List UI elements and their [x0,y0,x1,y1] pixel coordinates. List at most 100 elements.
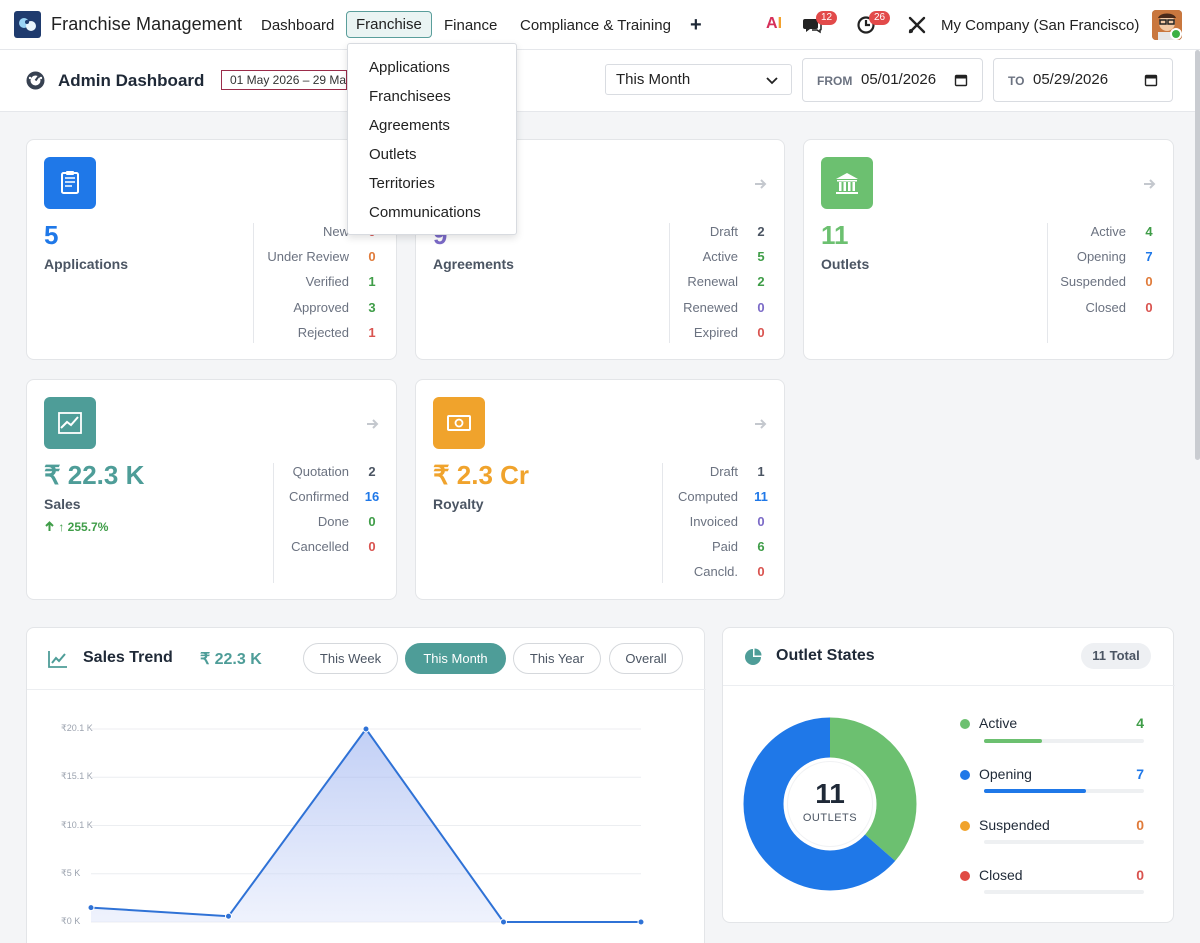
stat-value: 0 [368,539,376,554]
y-tick-label: ₹20.1 K [61,723,93,733]
chart-data-point [87,904,95,912]
tab-this-week[interactable]: This Week [303,643,398,674]
stat-value: 0 [757,325,765,340]
applications-card[interactable]: 5 Applications New 0 Under Review 0 Veri… [26,139,397,360]
applications-count: 5 [44,220,59,250]
stat-value: 7 [1145,249,1153,264]
arrow-right-icon[interactable] [754,177,768,191]
stat-value: 4 [1145,224,1153,239]
stat-value: 3 [368,300,376,315]
sales-card[interactable]: ₹ 22.3 K Sales ↑ 255.7% Quotation 2 Conf… [26,379,397,600]
outlets-card[interactable]: 11 Outlets Active 4 Opening 7 Suspended … [803,139,1174,360]
page-title: Admin Dashboard [58,71,205,90]
royalty-card[interactable]: ₹ 2.3 Cr Royalty Draft 1 Computed 11 Inv… [415,379,785,600]
calendar-icon[interactable] [954,73,968,87]
period-select[interactable]: This Month [605,64,792,95]
nav-franchise[interactable]: Franchise [346,11,432,38]
nav-compliance-training[interactable]: Compliance & Training [520,17,671,34]
outlet-states-title: Outlet States [776,647,875,664]
legend-dot-active [960,719,970,729]
menu-item-communications[interactable]: Communications [369,204,481,221]
tools-icon[interactable] [907,15,927,35]
legend-value: 0 [1136,867,1144,883]
stat-value: 0 [1145,300,1153,315]
sales-trend-title: Sales Trend [83,649,173,666]
stat-label: Computed [678,489,738,504]
divider [1047,223,1048,343]
legend-bar-fill [984,739,1043,743]
menu-item-outlets[interactable]: Outlets [369,146,417,163]
legend-bar-fill [984,789,1086,793]
stat-value: 0 [757,514,765,529]
arrow-up-icon [44,521,55,532]
activity-clock-icon[interactable] [856,15,876,35]
chart-area-fill [91,729,641,922]
stat-label: Cancelled [291,539,349,554]
nav-dashboard[interactable]: Dashboard [261,17,335,34]
stat-label: Rejected [297,325,349,340]
tab-overall[interactable]: Overall [609,643,683,674]
add-menu-button[interactable]: + [690,14,702,36]
menu-item-applications[interactable]: Applications [369,59,450,76]
stat-label: Draft [709,224,738,239]
sales-trend-panel: Sales Trend ₹ 22.3 K This Week This Mont… [26,627,706,943]
tab-this-year[interactable]: This Year [513,643,601,674]
dashboard-gauge-icon [25,70,46,91]
outlet-total-chip: 11 Total [1081,643,1151,669]
to-date-field[interactable]: TO 05/29/2026 [993,58,1173,102]
stat-value: 5 [757,249,765,264]
stat-value: 2 [757,274,765,289]
chart-data-point [500,918,507,926]
legend-value: 7 [1136,766,1144,782]
chevron-down-icon [765,73,779,87]
stat-label: Approved [293,300,349,315]
to-label: TO [1008,74,1025,88]
arrow-right-icon[interactable] [366,417,380,431]
chart-data-point [637,918,645,926]
ai-icon-letter-i: I [777,15,783,32]
legend-bar-track [984,789,1144,793]
legend-name: Opening [979,766,1032,782]
stat-label: Cancld. [693,564,738,579]
chart-data-point [225,912,232,920]
company-switcher[interactable]: My Company (San Francisco) [941,17,1140,34]
stat-value: 1 [368,325,376,340]
stat-value: 6 [757,539,765,554]
legend-value: 4 [1136,715,1144,731]
stat-value: 1 [368,274,376,289]
line-chart-icon [48,650,68,668]
stat-label: Renewal [687,274,738,289]
menu-item-agreements[interactable]: Agreements [369,117,450,134]
royalty-money-icon [433,397,485,449]
menu-item-franchisees[interactable]: Franchisees [369,88,451,105]
royalty-label: Royalty [433,496,484,512]
stat-label: Active [1090,224,1126,239]
agreements-label: Agreements [433,256,514,272]
arrow-right-icon[interactable] [1143,177,1157,191]
donut-inner-ring [787,761,873,847]
tab-this-month[interactable]: This Month [405,643,506,674]
ai-icon[interactable]: AI [766,15,782,33]
donut-segment [743,717,917,891]
stat-label: Verified [305,274,349,289]
sales-chart-icon [44,397,96,449]
applications-label: Applications [44,256,129,272]
app-title[interactable]: Franchise Management [51,14,243,34]
outlet-states-panel: Outlet States 11 Total 11 OUTLETS Active… [722,627,1175,923]
y-tick-label: ₹10.1 K [61,819,93,830]
franchise-dropdown-menu: Applications Franchisees Agreements Outl… [347,43,517,235]
nav-finance[interactable]: Finance [444,17,498,34]
top-navbar: Franchise Management Dashboard Franchise… [0,0,1200,50]
outlets-label: Outlets [821,256,870,272]
donut-center-value: 11 [815,778,845,809]
page-scrollbar[interactable] [1195,50,1200,460]
stat-label: Under Review [267,249,349,264]
from-date-field[interactable]: FROM 05/01/2026 [802,58,983,102]
stat-value: 0 [1145,274,1153,289]
pie-chart-icon [744,648,762,666]
sales-growth-percent: ↑ 255.7% [58,520,109,534]
menu-item-territories[interactable]: Territories [369,175,435,192]
calendar-icon[interactable] [1144,73,1158,87]
arrow-right-icon[interactable] [754,417,768,431]
app-logo[interactable] [14,11,41,38]
